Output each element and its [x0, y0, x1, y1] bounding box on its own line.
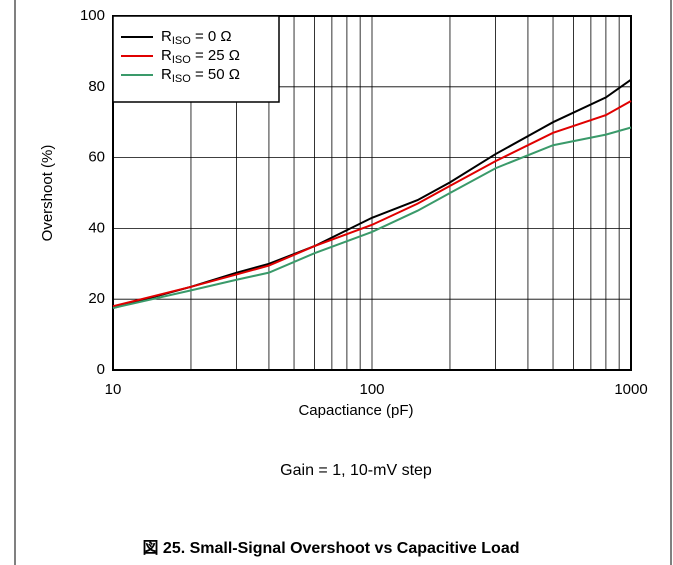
x-tick-label: 100	[359, 381, 384, 398]
legend-label: RISO = 25 Ω	[161, 47, 240, 66]
y-tick-label: 0	[97, 361, 105, 378]
legend-text: = 50 Ω	[191, 66, 240, 83]
legend-text: = 0 Ω	[191, 28, 232, 45]
series-line	[112, 78, 632, 310]
x-tick-label: 10	[105, 381, 122, 398]
legend-box	[112, 15, 280, 103]
series-line	[112, 100, 632, 308]
legend-label: RISO = 0 Ω	[161, 28, 232, 47]
legend-text: = 25 Ω	[191, 47, 240, 64]
plot-frame	[112, 15, 632, 371]
series-line	[112, 126, 632, 310]
annotation: Gain = 1, 10-mV step	[280, 462, 432, 479]
y-axis-label: Overshoot (%)	[39, 145, 56, 242]
caption: 図 25. Small-Signal Overshoot vs Capaciti…	[142, 539, 519, 557]
legend-subscript: ISO	[172, 35, 191, 47]
legend-subscript: ISO	[172, 73, 191, 85]
y-tick-label: 100	[80, 7, 105, 24]
y-tick-label: 40	[88, 219, 105, 236]
x-axis-label: Capactiance (pF)	[298, 402, 413, 419]
y-tick-label: 60	[88, 149, 105, 166]
legend-subscript: ISO	[172, 54, 191, 66]
legend-text: R	[161, 66, 172, 83]
y-tick-label: 80	[88, 78, 105, 95]
x-tick-label: 1000	[614, 381, 647, 398]
y-tick-label: 20	[88, 290, 105, 307]
legend-label: RISO = 50 Ω	[161, 66, 240, 85]
legend-text: R	[161, 47, 172, 64]
legend-text: R	[161, 28, 172, 45]
